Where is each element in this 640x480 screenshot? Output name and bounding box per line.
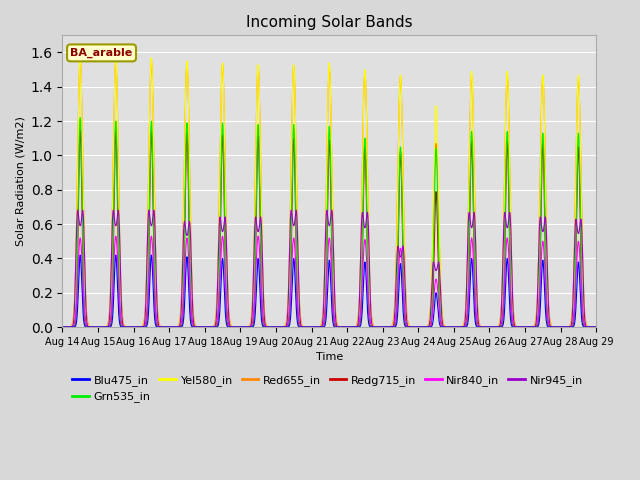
Blu475_in [173, 324, 180, 330]
Redg715_in [259, 312, 266, 318]
Yel580_in [259, 259, 266, 264]
Nir840_in [591, 324, 598, 330]
Grn535_in [593, 324, 600, 330]
Line: Nir945_in: Nir945_in [63, 210, 596, 327]
Text: BA_arable: BA_arable [70, 48, 132, 58]
Grn535_in [479, 324, 486, 330]
Yel580_in [479, 324, 486, 330]
Redg715_in [593, 324, 600, 330]
Nir840_in [593, 324, 600, 330]
Yel580_in [593, 324, 600, 330]
Line: Yel580_in: Yel580_in [63, 56, 596, 327]
Nir945_in [479, 324, 486, 330]
Blu475_in [479, 324, 486, 330]
Redg715_in [173, 324, 180, 330]
Blu475_in [167, 324, 175, 330]
Grn535_in [403, 324, 411, 329]
Redg715_in [59, 324, 67, 330]
Nir840_in [59, 324, 67, 330]
Legend: Blu475_in, Grn535_in, Yel580_in, Red655_in, Redg715_in, Nir840_in, Nir945_in: Blu475_in, Grn535_in, Yel580_in, Red655_… [68, 371, 588, 407]
Red655_in [591, 324, 598, 330]
Yel580_in [167, 324, 175, 330]
Red655_in [76, 55, 84, 60]
Blu475_in [403, 324, 411, 330]
Blu475_in [59, 324, 67, 330]
Line: Blu475_in: Blu475_in [63, 255, 596, 327]
Y-axis label: Solar Radiation (W/m2): Solar Radiation (W/m2) [15, 116, 25, 246]
Nir945_in [591, 324, 598, 330]
Red655_in [593, 324, 600, 330]
Redg715_in [76, 127, 84, 132]
Nir840_in [173, 324, 180, 330]
Nir840_in [403, 323, 411, 328]
Red655_in [479, 324, 486, 330]
Nir840_in [112, 233, 120, 239]
Redg715_in [591, 324, 598, 330]
Yel580_in [591, 324, 598, 330]
Yel580_in [59, 324, 67, 330]
Nir945_in [593, 324, 600, 330]
Yel580_in [76, 53, 84, 59]
Grn535_in [76, 115, 84, 120]
Grn535_in [259, 303, 266, 309]
Blu475_in [593, 324, 600, 330]
Line: Nir840_in: Nir840_in [63, 236, 596, 327]
Nir840_in [479, 324, 486, 330]
Redg715_in [403, 324, 411, 330]
Blu475_in [259, 322, 266, 328]
Nir945_in [259, 251, 266, 256]
Blu475_in [76, 252, 84, 258]
Blu475_in [591, 324, 598, 330]
Nir945_in [167, 324, 175, 330]
Yel580_in [403, 315, 411, 321]
Nir840_in [259, 306, 266, 312]
Line: Redg715_in: Redg715_in [63, 130, 596, 327]
Red655_in [403, 310, 411, 316]
Grn535_in [59, 324, 67, 330]
Redg715_in [167, 324, 175, 330]
Grn535_in [167, 324, 175, 330]
Grn535_in [591, 324, 598, 330]
Nir840_in [167, 324, 175, 330]
Red655_in [259, 247, 266, 252]
Line: Grn535_in: Grn535_in [63, 118, 596, 327]
Nir945_in [403, 319, 411, 324]
Nir945_in [173, 324, 180, 330]
Redg715_in [479, 324, 486, 330]
Line: Red655_in: Red655_in [63, 58, 596, 327]
Nir945_in [115, 207, 122, 213]
X-axis label: Time: Time [316, 352, 343, 362]
Title: Incoming Solar Bands: Incoming Solar Bands [246, 15, 413, 30]
Yel580_in [173, 324, 180, 330]
Grn535_in [173, 324, 180, 330]
Red655_in [167, 324, 175, 330]
Nir945_in [59, 324, 67, 330]
Red655_in [59, 324, 67, 330]
Red655_in [173, 324, 180, 330]
